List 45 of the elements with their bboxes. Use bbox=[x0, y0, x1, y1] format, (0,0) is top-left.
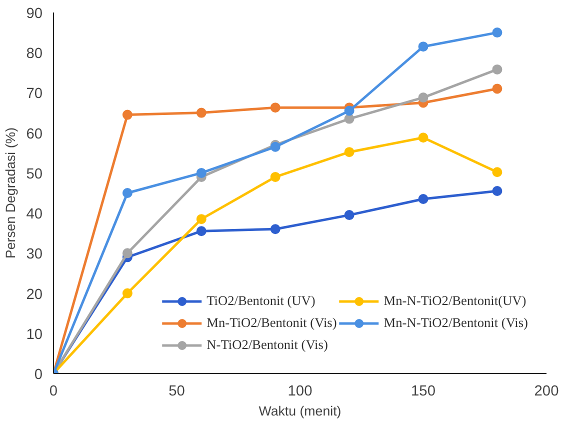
y-tick-label: 0 bbox=[34, 367, 43, 383]
point bbox=[122, 188, 132, 198]
y-tick-label: 60 bbox=[26, 126, 43, 142]
x-tick-label: 200 bbox=[534, 384, 559, 400]
point bbox=[418, 194, 428, 204]
y-tick-label: 10 bbox=[26, 326, 43, 343]
point bbox=[418, 132, 428, 143]
point bbox=[122, 110, 132, 120]
point bbox=[418, 92, 428, 103]
y-axis-title: Persen Degradasi (%) bbox=[3, 127, 18, 259]
point bbox=[344, 106, 354, 116]
point bbox=[344, 147, 354, 158]
x-axis-title: Waktu (menit) bbox=[258, 404, 342, 418]
point bbox=[492, 28, 502, 38]
point bbox=[196, 168, 206, 178]
point bbox=[492, 84, 502, 94]
x-tick-label: 0 bbox=[49, 384, 58, 400]
point bbox=[270, 224, 280, 234]
y-tick-label: 90 bbox=[26, 6, 43, 22]
legend-label: Mn-N-TiO2/Bentonit (Vis) bbox=[384, 315, 528, 331]
point bbox=[492, 167, 502, 178]
point bbox=[196, 214, 206, 224]
y-tick-label: 40 bbox=[26, 206, 43, 223]
y-tick-label: 30 bbox=[26, 246, 43, 263]
y-tick-label: 20 bbox=[26, 286, 43, 303]
point bbox=[196, 108, 206, 118]
point bbox=[122, 288, 132, 298]
point bbox=[196, 226, 206, 236]
y-tick-label: 50 bbox=[26, 166, 43, 182]
point bbox=[492, 186, 502, 196]
y-tick-label: 80 bbox=[26, 46, 43, 62]
legend-label: Mn-TiO2/Bentonit (Vis) bbox=[206, 315, 337, 331]
point bbox=[270, 172, 280, 182]
x-tick-label: 50 bbox=[168, 384, 185, 400]
point bbox=[122, 248, 132, 258]
y-tick-label: 70 bbox=[26, 86, 43, 102]
point bbox=[418, 42, 428, 52]
x-tick-label: 100 bbox=[288, 384, 312, 400]
point bbox=[270, 102, 280, 113]
legend-label: N-TiO2/Bentonit (Vis) bbox=[206, 337, 328, 353]
legend-label: TiO2/Bentonit (UV) bbox=[206, 293, 316, 309]
point bbox=[344, 210, 354, 220]
x-tick-label: 150 bbox=[411, 384, 436, 400]
point bbox=[492, 64, 502, 74]
legend-label: Mn-N-TiO2/Bentonit(UV) bbox=[384, 293, 526, 309]
